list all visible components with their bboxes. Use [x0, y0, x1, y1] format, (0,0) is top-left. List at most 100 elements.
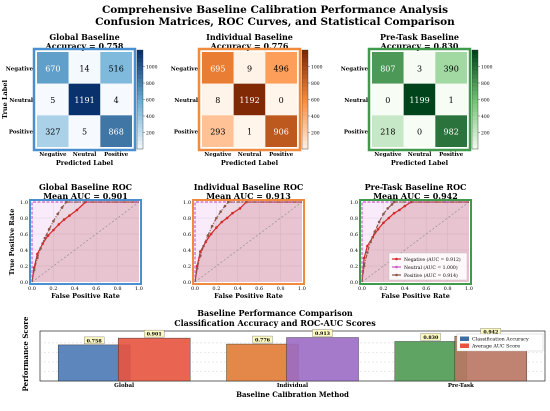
matrix-x-label: Predicted Label	[56, 159, 114, 167]
roc-point-pos	[369, 240, 372, 244]
colorbar-segment	[302, 136, 308, 142]
matrix-x-tick: Positive	[104, 152, 129, 158]
matrix-cell-value: 1192	[239, 96, 259, 105]
colorbar-tick-label: 400	[481, 114, 490, 120]
matrix-cell	[435, 52, 467, 84]
colorbar-segment	[302, 78, 308, 84]
roc-x-tick: 0.6	[92, 286, 100, 292]
colorbar-segment	[472, 54, 478, 59]
legend-label-pos: Positive (AUC = 0.914)	[404, 272, 458, 279]
roc-point-neg	[52, 228, 55, 232]
colorbar-segment	[137, 50, 143, 55]
matrix-cell	[68, 52, 101, 84]
colorbar-segment	[302, 83, 308, 88]
bar-value-label: 0.901	[147, 331, 162, 337]
roc-y-label: True Positive Rate	[8, 209, 16, 276]
figure-subtitle: Confusion Matrices, ROC Curves, and Stat…	[95, 16, 455, 28]
roc-point-pos	[362, 264, 366, 268]
roc-point-pos	[390, 203, 394, 206]
colorbar-tick-label: 400	[311, 114, 320, 120]
colorbar-segment	[137, 124, 143, 129]
colorbar-segment	[302, 58, 308, 63]
legend-label-neg: Negative (AUC = 0.912)	[404, 256, 461, 263]
matrix-cell-value: 4	[114, 96, 119, 105]
matrix-cell-value: 5	[82, 128, 87, 137]
matrix-x-tick: Negative	[39, 152, 67, 158]
matrix-frame	[367, 47, 472, 152]
matrix-y-tick: Neutral	[174, 98, 198, 104]
roc-y-tick: 0.4	[183, 248, 191, 254]
roc-subtitle: Mean AUC = 0.901	[43, 191, 128, 201]
roc-y-tick: 0.8	[350, 216, 358, 222]
colorbar-segment	[302, 111, 308, 117]
roc-point-neg	[215, 226, 218, 229]
roc-x-tick: 0.4	[401, 286, 409, 292]
roc-x-label: False Positive Rate	[381, 292, 450, 300]
colorbar-segment	[472, 107, 478, 113]
roc-x-tick: 0.0	[191, 286, 199, 292]
matrix-cell-value: 1191	[74, 96, 94, 105]
bar-value-box	[312, 329, 333, 337]
colorbar-segment	[302, 91, 308, 96]
colorbar-segment	[302, 70, 308, 76]
colorbar-segment	[137, 107, 143, 113]
roc-point-neg	[62, 218, 66, 221]
colorbar-segment	[137, 83, 143, 88]
roc-x-label: False Positive Rate	[214, 292, 283, 300]
roc-point-neg	[46, 234, 50, 237]
bar-value-label: 0.942	[483, 330, 498, 336]
matrix-cell	[403, 115, 436, 147]
roc-point-neg	[68, 214, 71, 217]
roc-y-tick: 0.4	[350, 248, 358, 254]
matrix-x-label: Predicted Label	[221, 159, 279, 167]
bar-x-label: Baseline Calibration Method	[236, 390, 349, 399]
matrix-cell	[37, 52, 69, 84]
matrix-cell	[233, 83, 266, 116]
matrix-cell	[435, 115, 467, 147]
roc-x-tick: 1.0	[298, 286, 306, 292]
roc-x-tick: 0.4	[71, 286, 79, 292]
roc-y-tick: 0.6	[183, 232, 191, 238]
roc-y-tick: 0.8	[183, 216, 191, 222]
matrix-cell-value: 327	[45, 128, 60, 137]
roc-point-neg	[376, 227, 380, 231]
colorbar-segment	[472, 124, 478, 129]
matrix-x-tick: Negative	[204, 152, 232, 158]
legend-marker-neu	[395, 265, 398, 269]
roc-point-pos	[210, 224, 214, 228]
bar-auc	[286, 337, 359, 382]
roc-point-pos	[366, 251, 369, 254]
roc-frame	[29, 199, 142, 285]
bar-category-label: Pre-Task	[448, 383, 474, 389]
roc-point-pos	[226, 200, 230, 204]
colorbar-tick-label: 400	[146, 114, 155, 120]
colorbar-segment	[137, 78, 143, 84]
roc-x-tick: 1.0	[135, 286, 143, 292]
roc-point-neg	[392, 211, 396, 215]
matrix-cell-value: 670	[45, 64, 60, 73]
colorbar-segment	[472, 132, 478, 138]
matrix-cell-value: 8	[215, 96, 220, 105]
colorbar-segment	[472, 116, 478, 121]
roc-x-tick: 0.4	[234, 286, 242, 292]
matrix-x-tick: Neutral	[238, 152, 262, 158]
colorbar-segment	[302, 132, 308, 138]
roc-point-pos	[386, 207, 389, 210]
colorbar-segment	[302, 54, 308, 59]
colorbar-segment	[302, 107, 308, 113]
matrix-cell	[372, 52, 404, 84]
roc-point-neg	[75, 208, 79, 212]
roc-point-neg	[57, 223, 61, 226]
matrix-title: Individual Baseline	[206, 32, 293, 42]
roc-point-pos	[32, 268, 36, 272]
roc-point-pos	[43, 236, 47, 240]
colorbar-tick-label: 200	[481, 130, 490, 136]
roc-point-neg	[403, 204, 407, 208]
matrix-frame	[32, 47, 137, 152]
colorbar-segment	[137, 74, 143, 80]
colorbar-segment	[137, 87, 143, 92]
legend-marker-pos	[395, 273, 398, 277]
matrix-subtitle: Accuracy = 0.830	[379, 41, 458, 51]
